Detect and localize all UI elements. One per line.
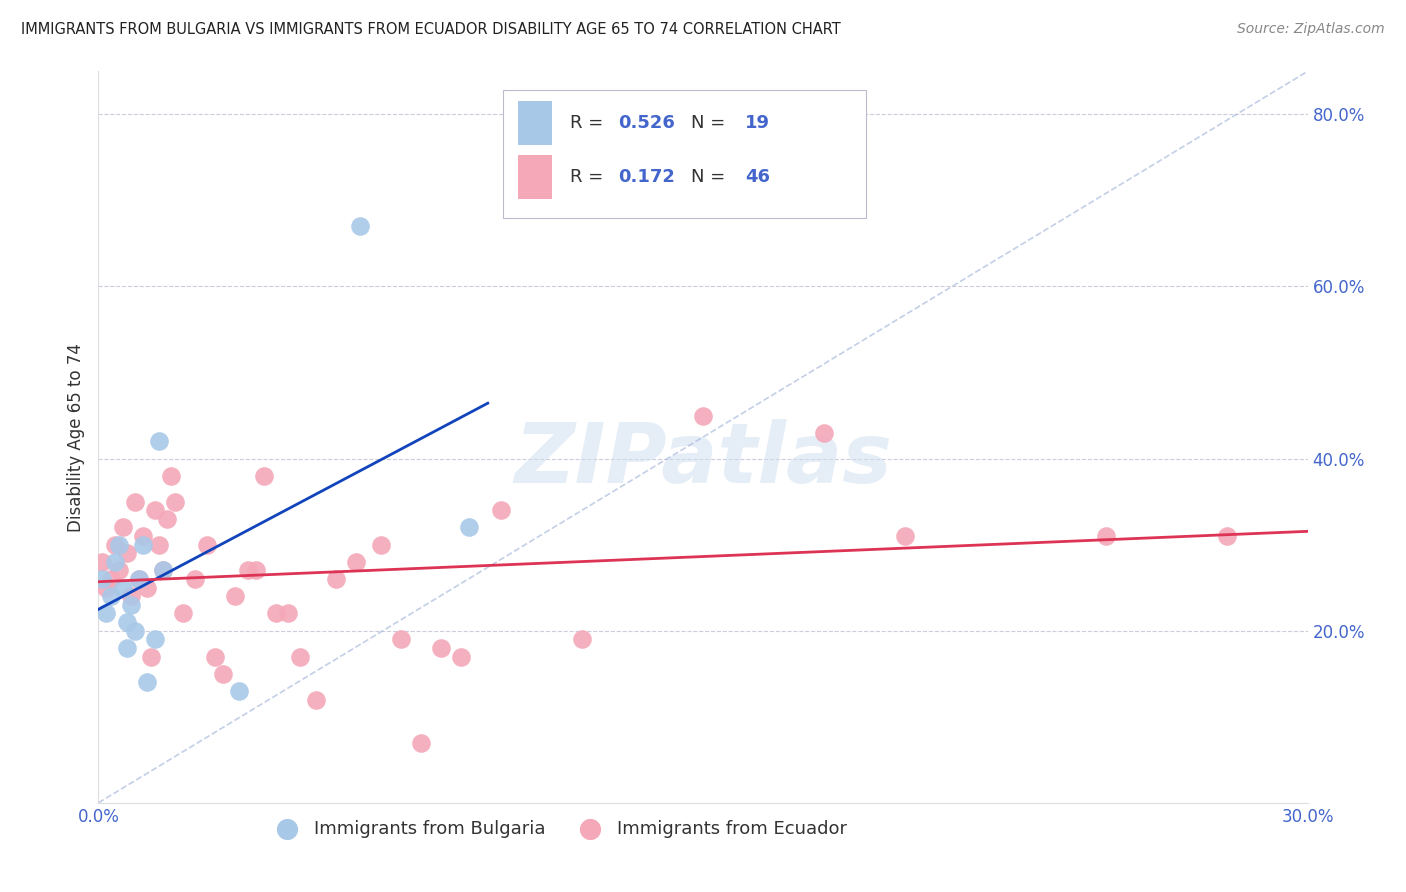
Point [893,529,915,543]
Point [148,434,170,449]
Point [1216,529,1239,543]
Point [103,555,125,569]
FancyBboxPatch shape [503,89,866,218]
Point [115,615,138,629]
Point [124,624,146,638]
Point [163,494,186,508]
Y-axis label: Disability Age 65 to 74: Disability Age 65 to 74 [66,343,84,532]
Point [288,649,311,664]
Point [128,572,150,586]
Point [172,607,194,621]
Point [344,555,367,569]
Point [184,572,207,586]
Point [115,640,138,655]
Bar [517,155,553,199]
Point [135,675,157,690]
Point [132,529,155,543]
Point [325,572,347,586]
Point [135,581,157,595]
Text: IMMIGRANTS FROM BULGARIA VS IMMIGRANTS FROM ECUADOR DISABILITY AGE 65 TO 74 CORR: IMMIGRANTS FROM BULGARIA VS IMMIGRANTS F… [21,22,841,37]
Point [111,581,134,595]
Point [389,632,412,647]
Point [132,538,155,552]
Point [120,589,142,603]
Point [91,572,114,586]
Point [107,538,129,552]
Point [100,589,122,603]
Text: Source: ZipAtlas.com: Source: ZipAtlas.com [1237,22,1385,37]
Point [212,666,235,681]
Text: 0.526: 0.526 [619,113,675,131]
Point [115,546,138,560]
Point [571,632,593,647]
Legend: Immigrants from Bulgaria, Immigrants from Ecuador: Immigrants from Bulgaria, Immigrants fro… [262,813,855,845]
Point [96,607,118,621]
Point [430,640,453,655]
Point [152,564,174,578]
Point [253,468,276,483]
Point [224,589,246,603]
Text: ZIPatlas: ZIPatlas [515,418,891,500]
Point [96,581,118,595]
Point [120,598,142,612]
Point [128,572,150,586]
Text: R =: R = [569,113,609,131]
Point [103,538,125,552]
Point [204,649,226,664]
Point [111,520,134,534]
Point [264,607,287,621]
Text: N =: N = [690,113,731,131]
Point [409,735,432,749]
Point [91,555,114,569]
Point [143,503,166,517]
Point [349,219,371,234]
Point [305,692,328,706]
Point [236,564,259,578]
Point [813,425,835,440]
Point [156,512,179,526]
Bar [517,101,553,145]
Text: N =: N = [690,169,731,186]
Point [370,538,392,552]
Point [195,538,218,552]
Point [160,468,183,483]
Point [148,538,170,552]
Point [458,520,481,534]
Point [143,632,166,647]
Point [277,607,299,621]
Point [228,684,250,698]
Point [107,564,129,578]
Point [100,572,122,586]
Point [152,564,174,578]
Text: 46: 46 [745,169,770,186]
Point [124,494,146,508]
Point [139,649,162,664]
Point [450,649,472,664]
Point [1095,529,1118,543]
Text: R =: R = [569,169,609,186]
Point [491,503,513,517]
Text: 0.172: 0.172 [619,169,675,186]
Point [245,564,267,578]
Text: 19: 19 [745,113,770,131]
Point [692,409,714,423]
